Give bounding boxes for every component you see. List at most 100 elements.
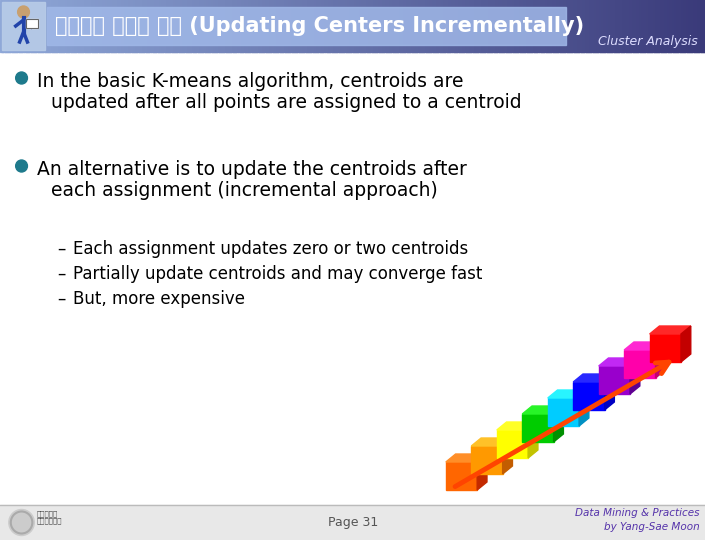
Bar [414, 0, 417, 52]
Polygon shape [548, 398, 579, 426]
Bar [454, 0, 457, 52]
Bar [68, 0, 71, 52]
Bar [687, 0, 690, 52]
Bar [306, 0, 309, 52]
Bar [12, 0, 15, 52]
Bar [456, 0, 459, 52]
Bar [45, 0, 48, 52]
Bar [162, 0, 166, 52]
Bar [616, 0, 619, 52]
Bar [691, 0, 695, 52]
Bar [355, 0, 359, 52]
Bar [602, 0, 606, 52]
Bar [536, 0, 539, 52]
Bar [426, 0, 429, 52]
Bar [167, 0, 171, 52]
Bar [433, 0, 436, 52]
Bar [503, 0, 507, 52]
Bar [17, 0, 19, 52]
Bar [402, 0, 405, 52]
Bar [191, 0, 194, 52]
Bar [325, 0, 328, 52]
Bar [202, 0, 206, 52]
Bar [381, 0, 384, 52]
Bar [489, 0, 492, 52]
Bar [698, 0, 702, 52]
Bar [377, 0, 379, 52]
Bar [156, 0, 158, 52]
Bar [299, 0, 302, 52]
Polygon shape [598, 358, 640, 366]
Bar [400, 0, 403, 52]
Bar [197, 0, 201, 52]
Bar [94, 0, 97, 52]
Bar [275, 0, 279, 52]
Bar [505, 0, 509, 52]
Bar [515, 0, 518, 52]
Bar [661, 0, 664, 52]
Bar [59, 0, 62, 52]
Bar [174, 0, 177, 52]
Bar [27, 19, 38, 28]
Bar [145, 0, 149, 52]
Bar [559, 0, 563, 52]
Bar [522, 0, 526, 52]
Polygon shape [649, 326, 690, 334]
Bar [315, 0, 318, 52]
Bar [14, 0, 17, 52]
Bar [256, 0, 260, 52]
Bar [409, 0, 413, 52]
Text: –: – [57, 290, 66, 308]
Bar [271, 0, 274, 52]
Bar [7, 0, 10, 52]
Bar [423, 0, 427, 52]
Bar [418, 0, 422, 52]
Bar [136, 0, 140, 52]
Bar [230, 0, 234, 52]
Bar [379, 0, 382, 52]
Bar [593, 0, 596, 52]
Text: Partially update centroids and may converge fast: Partially update centroids and may conve… [73, 265, 483, 283]
Bar [437, 0, 441, 52]
Bar [242, 0, 246, 52]
Circle shape [16, 72, 27, 84]
Bar [82, 0, 86, 52]
Bar [150, 0, 154, 52]
Bar [644, 0, 648, 52]
Polygon shape [649, 334, 681, 362]
Bar [607, 0, 610, 52]
Bar [184, 0, 186, 52]
Bar [348, 0, 351, 52]
Bar [569, 0, 572, 52]
Bar [50, 0, 53, 52]
Bar [581, 0, 584, 52]
Bar [40, 0, 43, 52]
Bar [195, 0, 199, 52]
Bar [47, 0, 50, 52]
Bar [303, 0, 307, 52]
Bar [158, 0, 161, 52]
Bar [258, 0, 262, 52]
Bar [518, 0, 521, 52]
Bar [292, 0, 295, 52]
Polygon shape [605, 374, 614, 410]
Bar [117, 0, 121, 52]
Bar [108, 0, 112, 52]
Bar [670, 0, 673, 52]
Polygon shape [579, 390, 589, 426]
Bar [588, 0, 591, 52]
Bar [329, 0, 333, 52]
Bar [186, 0, 189, 52]
Bar [574, 0, 577, 52]
Bar [42, 0, 45, 52]
Bar [635, 0, 638, 52]
Bar [216, 0, 220, 52]
Bar [338, 0, 342, 52]
Bar [104, 0, 107, 52]
Polygon shape [472, 438, 513, 446]
Bar [261, 0, 264, 52]
Bar [96, 0, 100, 52]
Bar [312, 0, 316, 52]
Polygon shape [522, 414, 554, 442]
Bar [442, 0, 446, 52]
